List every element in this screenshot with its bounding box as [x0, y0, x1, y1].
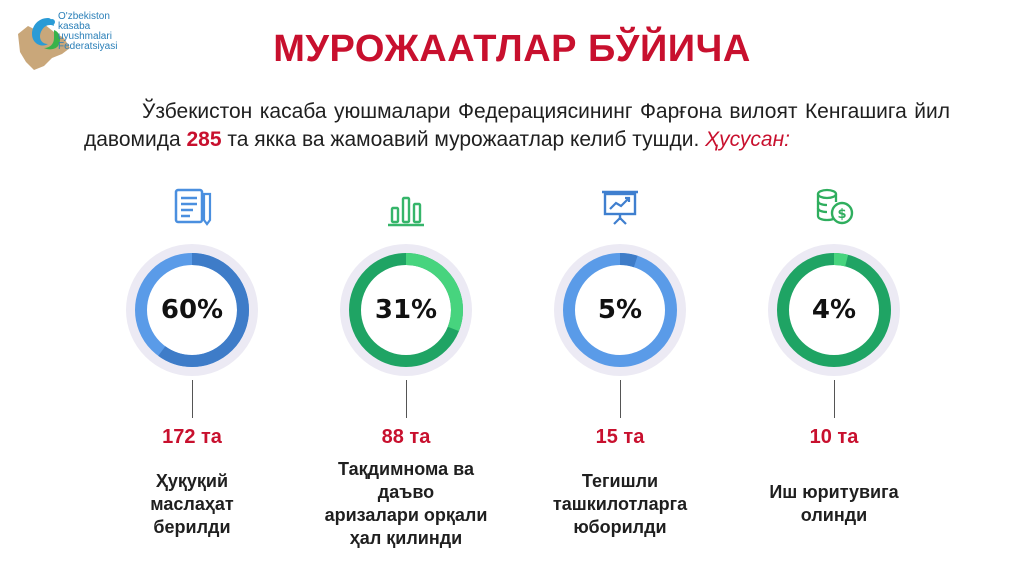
desc-line: Ҳуқуқий [155, 470, 229, 491]
percent-label: 60% [160, 295, 224, 325]
svg-text:$: $ [837, 207, 846, 222]
count-label: 172 та [162, 426, 222, 448]
desc-line: юборилди [573, 516, 667, 537]
stat-column: 5% 15 та Тегишли ташкилотларга юборилди [510, 182, 730, 572]
desc-line: Иш юритувига [769, 482, 899, 502]
count-label: 10 та [809, 426, 859, 448]
stat-column: $ 4% 10 та Иш юритувига олинди [724, 182, 944, 572]
desc-line: берилди [153, 516, 231, 537]
desc-line: ҳал қилинди [349, 528, 463, 548]
percent-label: 31% [374, 295, 438, 325]
logo-line: Federatsiyasi [58, 41, 118, 52]
logo: O'zbekiston kasaba uyushmalari Federatsi… [14, 8, 144, 78]
ring-segment [777, 253, 891, 367]
intro-text-after: та якка ва жамоавий мурожаатлар келиб ту… [227, 128, 700, 151]
stat-description: Иш юритувига олинди [724, 454, 944, 554]
logo-text: O'zbekiston kasaba uyushmalari Federatsi… [58, 12, 117, 52]
page-title: МУРОЖААТЛАР БЎЙИЧА [273, 28, 751, 70]
intro-text: Ўзбекистон касаба уюшмалари Федерациясин… [84, 100, 950, 151]
total-count: 285 [186, 128, 222, 151]
donut-ring [340, 244, 472, 376]
desc-line: аризалари орқали [324, 505, 488, 525]
logo-line: uyushmalari [58, 31, 112, 42]
intro-paragraph: Ўзбекистон касаба уюшмалари Федерациясин… [84, 98, 950, 154]
count-label: 15 та [595, 426, 645, 448]
stat-description: Тегишли ташкилотларга юборилди [510, 454, 730, 554]
connector-line [192, 380, 193, 418]
stat-column: 60% 172 та Ҳуқуқий маслаҳат берилди [82, 182, 302, 572]
coins-icon: $ [816, 188, 854, 225]
stat-description: Ҳуқуқий маслаҳат берилди [82, 454, 302, 554]
ring-segment [349, 253, 463, 367]
uzbekistan-map-icon [18, 18, 70, 70]
document-icon [174, 188, 212, 226]
intro-emphasis: Ҳусусан: [705, 128, 790, 151]
stat-description: Тақдимнома ва даъво аризалари орқали ҳал… [296, 454, 516, 554]
donut-ring [768, 244, 900, 376]
percent-label: 5% [597, 295, 643, 325]
connector-line [406, 380, 407, 418]
bar-chart-icon [388, 196, 424, 227]
donut-ring [554, 244, 686, 376]
connector-line [620, 380, 621, 418]
desc-line: Тегишли [581, 470, 659, 491]
ring-segment [135, 253, 249, 367]
presentation-board-icon [602, 190, 638, 225]
desc-line: даъво [377, 482, 435, 502]
logo-line: kasaba [58, 21, 91, 32]
connector-line [834, 380, 835, 418]
donut-ring [126, 244, 258, 376]
desc-line: маслаҳат [150, 493, 234, 514]
desc-line: олинди [800, 505, 868, 525]
desc-line: Тақдимнома ва [338, 459, 474, 479]
stat-column: 31% 88 та Тақдимнома ва даъво аризалари … [296, 182, 516, 572]
logo-line: O'zbekiston [58, 11, 110, 22]
ring-segment [563, 253, 677, 367]
count-label: 88 та [381, 426, 431, 448]
percent-label: 4% [811, 295, 857, 325]
desc-line: ташкилотларга [552, 493, 688, 514]
